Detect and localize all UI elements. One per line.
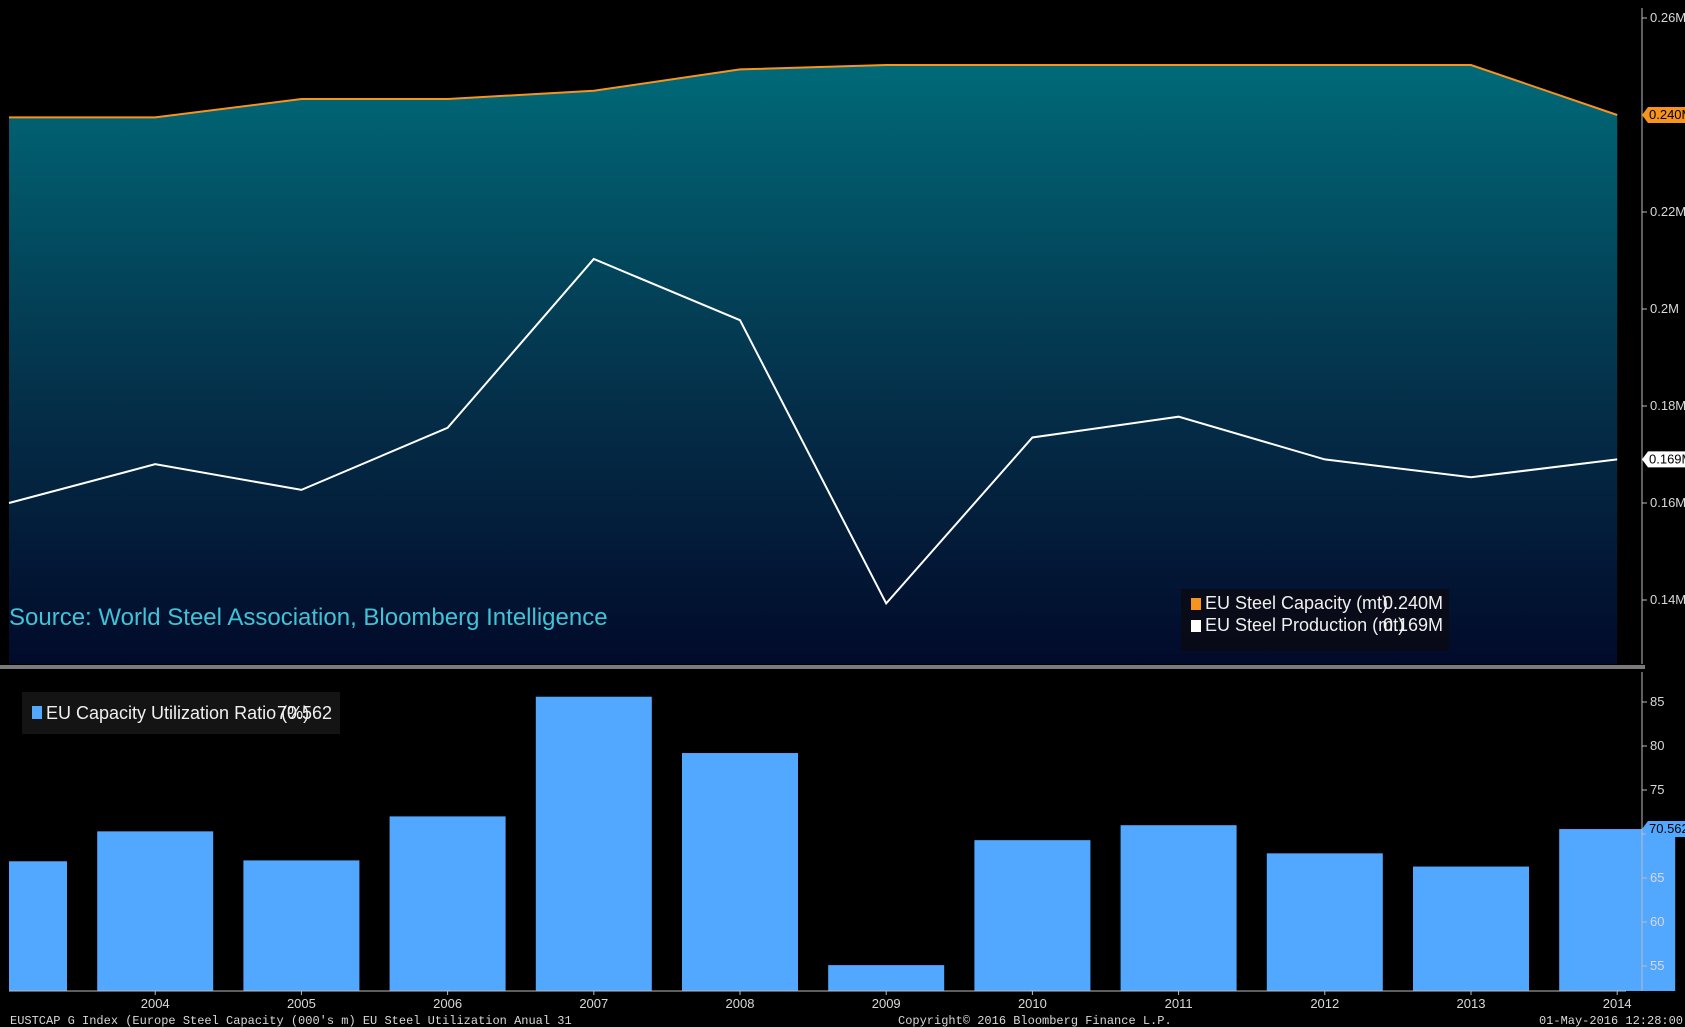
bottom-axis-tick-label: 55 [1650,958,1664,973]
legend-value: 70.562 [277,703,332,723]
utilization-bar [828,965,945,991]
utilization-bars-layer [9,696,1676,991]
bottom-axis-tick-label: 80 [1650,738,1664,753]
source-annotation: Source: World Steel Association, Bloombe… [9,604,608,631]
x-axis-tick-label: 2013 [1457,996,1486,1011]
capacity-area [9,65,1618,664]
top-y-axis: 0.14M 0.16M 0.18M 0.2M 0.22M 0.26M 0.240M 0.169… [1641,8,1685,664]
bottom-axis-tick-label: 85 [1650,694,1664,709]
x-axis-tick-label: 2009 [872,996,901,1011]
bottom-axis-tick-label: 60 [1650,914,1664,929]
top-axis-tick-label: 0.22M [1650,204,1685,219]
footer: EUSTCAP G Index (Europe Steel Capacity (… [10,1014,1683,1027]
capacity-last-value-tag: 0.240M [1642,107,1685,123]
utilization-bar [9,861,67,991]
last-value-tag-text: 0.240M [1649,107,1685,122]
utilization-bar [535,696,652,991]
x-axis-tick-label: 2006 [433,996,462,1011]
last-value-tag-box [1642,821,1685,838]
utilization-bar [974,840,1091,991]
utilization-bar [1266,853,1383,991]
footer-timestamp: 01-May-2016 12:28:00 [1539,1014,1683,1027]
top-axis-tick-label: 0.16M [1650,495,1685,510]
legend-value: 0.240M [1383,593,1443,613]
top-panel: 0.14M0.16M0.18M0.2M0.22M0.26M0.240M0.169… [8,8,1685,664]
utilization-bar [1559,829,1676,991]
legend-label: EU Steel Capacity (mt) [1205,593,1388,613]
utilization-last-value-tag: 70.562 [1642,821,1685,838]
last-value-tag-text: 0.169M [1649,451,1685,466]
last-value-tag-text: 70.562 [1649,821,1685,836]
capacity-line [9,64,1618,119]
x-axis: 2004 2005 2006 2007 2008 2009 2010 2011 2012 2013… [9,990,1632,1011]
capacity-area-layer [9,65,1618,664]
production-last-value-tag: 0.169M [1642,451,1685,468]
utilization-bar [97,831,214,991]
series-lines-layer [8,64,1618,606]
legend-label: EU Capacity Utilization Ratio (%) [46,703,309,723]
production-line [8,257,1618,606]
utilization-bar [1413,866,1529,991]
x-axis-tick-label: 2011 [1165,996,1193,1011]
x-axis-tick-label: 2010 [1018,996,1047,1011]
x-axis-tick-label: 2008 [726,996,755,1011]
footer-copyright: Copyright© 2016 Bloomberg Finance L.P. [898,1014,1172,1027]
legend-swatch [32,706,42,719]
bottom-axis-tick-label: 75 [1650,782,1664,797]
top-axis-tick-label: 0.26M [1650,10,1685,25]
x-axis-tick-label: 2007 [579,996,608,1011]
bottom-legend-box [22,692,340,734]
legend-label: EU Steel Production (mt) [1205,615,1404,635]
bottom-legend: EU Capacity Utilization Ratio (%)70.562 [22,692,340,734]
panel-divider [0,665,1645,669]
last-value-tag-box [1642,451,1685,468]
x-axis-tick-label: 2005 [287,996,316,1011]
legend-value: 0.169M [1383,615,1443,635]
x-axis-tick-label: 2012 [1310,996,1339,1011]
top-axis-tick-label: 0.18M [1650,398,1685,413]
legend-swatch [1191,598,1201,610]
footer-index-text: EUSTCAP G Index (Europe Steel Capacity (… [10,1014,572,1027]
top-axis-tick-label: 0.2M [1650,301,1679,316]
x-axis-tick-label: 2014 [1603,996,1632,1011]
bottom-legend-entry: EU Capacity Utilization Ratio (%)70.562 [32,703,332,723]
last-value-tag-box [1642,107,1685,123]
utilization-bar [682,753,798,991]
top-axis-tick-label: 0.14M [1650,592,1685,607]
top-legend-box [1181,589,1449,651]
top-legend-entry: EU Steel Capacity (mt)0.240M [1191,593,1443,613]
x-axis-tick-label: 2004 [141,996,170,1011]
bottom-y-axis: 55 60 65 75 80 85 70.562 [1641,672,1685,991]
utilization-bar [243,860,360,991]
top-legend-entry: EU Steel Production (mt)0.169M [1191,615,1443,635]
legend-swatch [1191,620,1201,632]
bottom-axis-tick-label: 65 [1650,870,1664,885]
utilization-bar [389,816,506,991]
utilization-bar [1120,825,1237,991]
